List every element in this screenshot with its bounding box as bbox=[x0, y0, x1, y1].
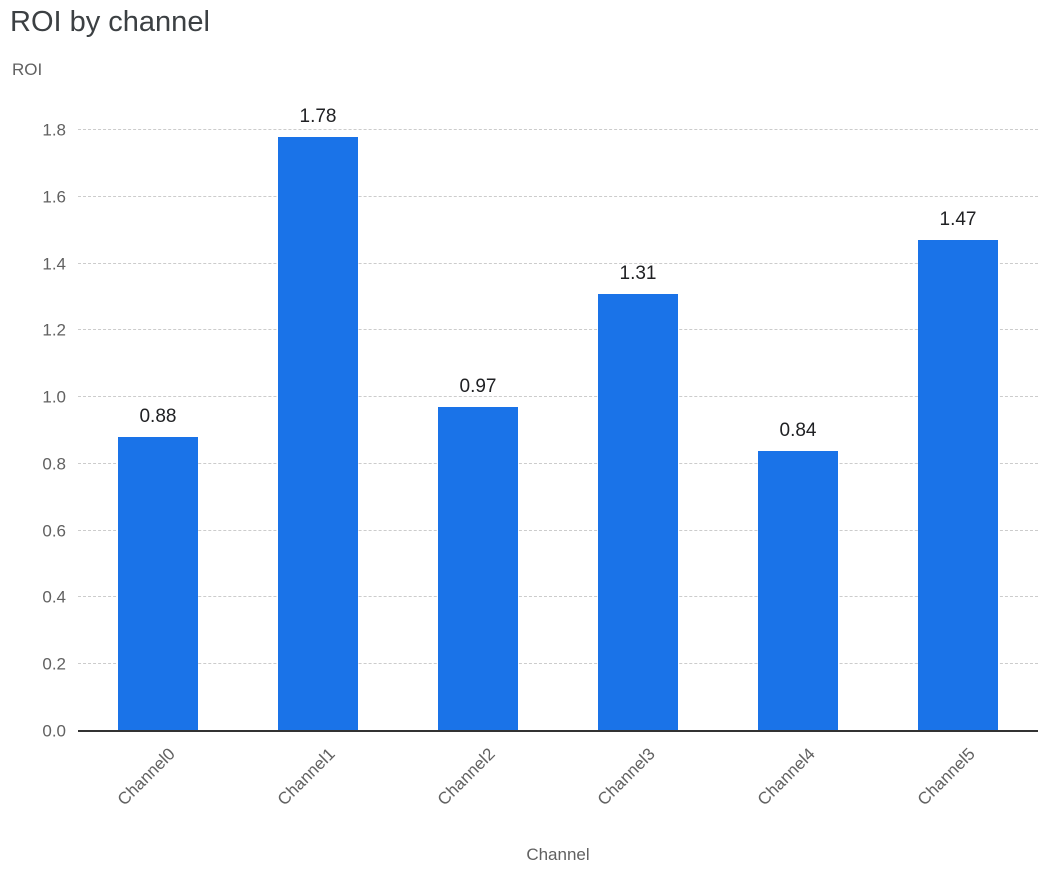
x-tick-label: Channel4 bbox=[753, 744, 819, 810]
x-tick-label: Channel3 bbox=[593, 744, 659, 810]
y-tick-label: 0.4 bbox=[42, 587, 66, 607]
bar-value-label: 0.88 bbox=[139, 406, 177, 428]
gridline bbox=[78, 596, 1038, 598]
bar-channel2[interactable] bbox=[438, 407, 518, 731]
y-tick-label: 0.8 bbox=[42, 454, 66, 474]
gridline bbox=[78, 329, 1038, 331]
x-axis-title: Channel bbox=[526, 845, 590, 864]
y-tick-label: 1.0 bbox=[42, 387, 66, 407]
x-tick-label: Channel5 bbox=[913, 744, 979, 810]
bar-value-label: 1.78 bbox=[299, 105, 337, 127]
x-tick-label: Channel0 bbox=[113, 744, 179, 810]
chart-title: ROI by channel bbox=[10, 6, 210, 38]
y-tick-label: 0.6 bbox=[42, 521, 66, 541]
gridline bbox=[78, 195, 1038, 197]
y-tick-label: 1.6 bbox=[42, 187, 66, 207]
gridline bbox=[78, 529, 1038, 531]
y-tick-label: 1.8 bbox=[42, 120, 66, 140]
y-tick-label: 0.2 bbox=[42, 654, 66, 674]
y-tick-label: 1.2 bbox=[42, 320, 66, 340]
bar-value-label: 0.84 bbox=[779, 419, 817, 441]
y-tick-label: 1.4 bbox=[42, 254, 66, 274]
bar-channel0[interactable] bbox=[117, 437, 198, 731]
bar-channel1[interactable] bbox=[278, 136, 358, 731]
bar-channel5[interactable] bbox=[918, 240, 998, 731]
y-tick-label: 0.0 bbox=[42, 721, 66, 741]
gridline bbox=[78, 129, 1038, 130]
gridline bbox=[78, 663, 1038, 665]
bar-channel3[interactable] bbox=[598, 293, 678, 731]
gridline bbox=[78, 396, 1038, 398]
x-tick-label: Channel1 bbox=[273, 744, 339, 810]
bar-value-label: 1.31 bbox=[619, 262, 657, 284]
bar-value-label: 1.47 bbox=[939, 209, 977, 231]
bar-channel4[interactable] bbox=[758, 450, 838, 731]
x-tick-label: Channel2 bbox=[433, 744, 499, 810]
gridline bbox=[78, 462, 1038, 464]
bar-value-label: 0.97 bbox=[459, 376, 497, 398]
y-axis-title: ROI bbox=[12, 60, 43, 79]
plot-area: 0.0 0.2 0.4 0.6 0.8 1.0 1.2 1.4 1.6 1.8 0.88 Channe… bbox=[42, 107, 1038, 809]
x-axis-line bbox=[78, 730, 1038, 732]
gridline bbox=[78, 262, 1038, 264]
